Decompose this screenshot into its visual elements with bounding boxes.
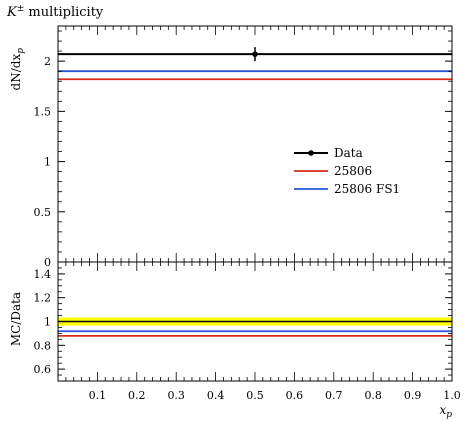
x-axis-title-subscript: p: [446, 410, 452, 420]
ratio-plot-frame: [57, 261, 453, 382]
main-y-axis-title-text: dN/dx: [9, 54, 23, 91]
legend-label-0: Data: [334, 146, 363, 160]
main-y-axis-title: dN/dxp: [9, 48, 26, 91]
x-axis-title-text: x: [439, 403, 446, 417]
ratio-y-tick-label: 0.8: [34, 339, 52, 352]
x-tick-label: 0.3: [167, 389, 185, 402]
x-tick-label: 0.4: [207, 389, 225, 402]
x-tick-label: 1.0: [443, 389, 461, 402]
x-tick-label: 0.1: [89, 389, 107, 402]
ratio-y-tick-label: 1.2: [34, 292, 52, 305]
main-plot-frame: [57, 25, 453, 263]
x-axis-title: xp: [439, 403, 452, 420]
legend-label-1: 25806: [334, 164, 372, 178]
main-y-tick-label: 0: [44, 256, 51, 269]
legend: Data 25806 25806 FS1: [294, 146, 400, 196]
ratio-y-tick-label: 0.6: [34, 363, 52, 376]
main-y-tick-label: 1: [44, 156, 51, 169]
ratio-y-tick-label: 1.4: [34, 268, 52, 281]
main-y-axis-title-subscript: p: [16, 48, 26, 54]
ratio-y-axis-title: MC/Data: [9, 292, 23, 346]
chart-title-text: multiplicity: [24, 5, 104, 20]
chart-title: K± multiplicity: [6, 4, 104, 20]
x-tick-label: 0.6: [286, 389, 304, 402]
ratio-y-tick-label: 1: [44, 316, 51, 329]
main-y-tick-label: 2: [44, 55, 51, 68]
ratio-plot-panel: 0.6 0.8 1 1.2 1.4 0.1 0.2 0.3 0.4 0.5 0.6 0.7 0.8 0.…: [34, 261, 461, 402]
chart-title-symbol: K: [6, 5, 18, 20]
x-tick-label: 0.5: [246, 389, 264, 402]
x-tick-label: 0.2: [128, 389, 146, 402]
chart-title-superscript: ±: [17, 4, 25, 14]
x-tick-label: 0.7: [325, 389, 343, 402]
x-tick-label: 0.8: [364, 389, 382, 402]
main-plot-panel: 0 0.5 1 1.5 2: [34, 25, 453, 269]
data-point: [252, 51, 258, 57]
legend-label-2: 25806 FS1: [334, 182, 400, 196]
x-tick-label: 0.9: [404, 389, 422, 402]
main-y-tick-label: 1.5: [34, 105, 52, 118]
main-y-tick-label: 0.5: [34, 206, 52, 219]
legend-marker: [308, 150, 314, 156]
